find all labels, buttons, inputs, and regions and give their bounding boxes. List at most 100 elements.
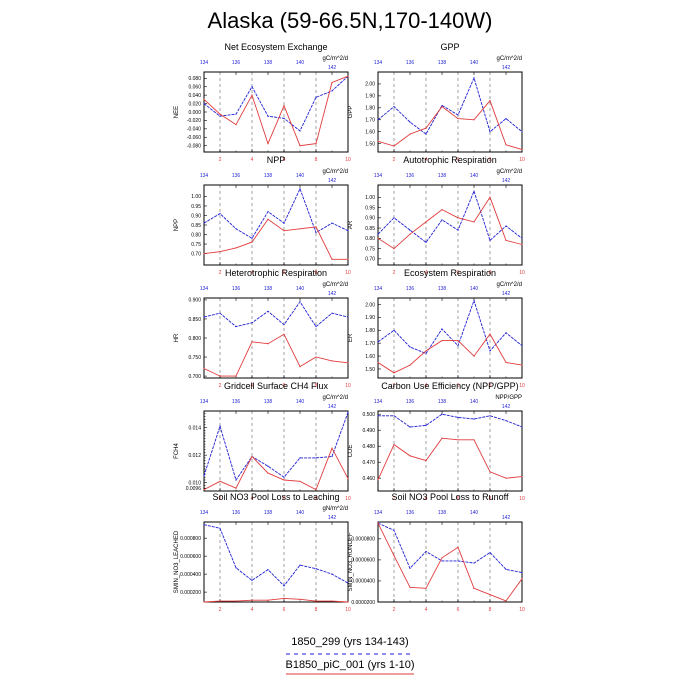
data-point-blue: [393, 415, 395, 417]
chart-panel-4: Heterotrophic Respiration gC/m^2/d 2 4 6 8 10 1…: [174, 268, 351, 389]
series-line-red: [203, 447, 349, 491]
data-point-blue: [267, 465, 269, 467]
data-point-red: [473, 119, 475, 121]
data-point-blue: [393, 106, 395, 108]
x2-tick-label: 142: [328, 515, 337, 521]
data-point-blue: [219, 312, 221, 314]
data-point-blue: [203, 222, 205, 224]
data-point-red: [489, 333, 491, 335]
data-point-red: [299, 480, 301, 482]
y-tick-label: 0.80: [365, 236, 375, 242]
legend-red-line: [286, 673, 414, 675]
panel-title: Autotrophic Respiration: [403, 155, 497, 165]
data-point-blue: [283, 585, 285, 587]
x-tick-label: 10: [345, 496, 351, 502]
data-point-red: [219, 480, 221, 482]
data-point-blue: [219, 115, 221, 117]
units-label: gC/m^2/d: [323, 56, 349, 62]
data-point-red: [267, 472, 269, 474]
data-point-blue: [457, 114, 459, 116]
x-tick-label: 6: [283, 270, 286, 276]
data-point-blue: [505, 332, 507, 334]
data-point-red: [203, 601, 205, 603]
x2-tick-label: 138: [264, 399, 273, 405]
x2-tick-label: 136: [406, 399, 415, 405]
y-axis-label: CUE: [348, 445, 354, 458]
data-point-red: [219, 251, 221, 253]
data-point-red: [409, 586, 411, 588]
series-line-red: [203, 218, 348, 260]
data-point-red: [409, 455, 411, 457]
plot-frame: [377, 521, 523, 603]
y-tick-label: 0.000600: [180, 554, 201, 560]
plot-frame: [203, 297, 349, 379]
data-point-blue: [457, 229, 459, 231]
x2-tick-label: 134: [374, 399, 383, 405]
data-point-blue: [441, 104, 443, 107]
x2-tick-label: 140: [296, 60, 305, 66]
y-tick-label: 0.012: [188, 453, 201, 459]
x-tick-label: 2: [393, 496, 396, 502]
units-label: gC/m^2/d: [323, 395, 349, 401]
y-tick-label: 0.480: [362, 444, 375, 450]
data-point-red: [457, 546, 459, 548]
units-label: gC/m^2/d: [497, 56, 523, 62]
data-point-blue: [203, 316, 205, 318]
y-tick-label: 0.000400: [180, 572, 201, 578]
data-point-red: [251, 94, 253, 96]
data-point-blue: [267, 115, 269, 117]
y-tick-label: 1.60: [365, 130, 375, 136]
data-point-red: [331, 81, 333, 84]
data-point-red: [315, 226, 317, 228]
data-point-blue: [347, 230, 349, 232]
series-line-red: [377, 522, 523, 602]
y-tick-label: 0.080: [188, 76, 201, 82]
units-label: gC/m^2/d: [323, 169, 349, 175]
x2-tick-label: 138: [264, 173, 273, 179]
data-point-blue: [409, 426, 411, 428]
data-point-red: [377, 522, 379, 524]
data-point-red: [441, 339, 443, 342]
y-tick-label: 1.90: [365, 315, 375, 321]
x-tick-label: 10: [345, 607, 351, 613]
data-point-red: [393, 555, 395, 557]
panel-title: Soil NO3 Pool Loss to Leaching: [212, 492, 339, 502]
y-tick-label: 2.00: [365, 82, 375, 88]
x2-tick-label: 134: [374, 510, 383, 516]
data-point-red: [521, 476, 523, 478]
panel-title: Ecosystem Respiration: [404, 268, 496, 278]
x2-tick-label: 142: [328, 404, 337, 410]
x2-tick-label: 134: [200, 173, 209, 179]
y-tick-label: 0.850: [188, 317, 201, 323]
units-label: NPP/GPP: [495, 395, 522, 401]
y-tick-label: 1.00: [365, 195, 375, 201]
x-tick-label: 6: [457, 270, 460, 276]
x2-tick-label: 136: [232, 286, 241, 292]
data-point-red: [473, 439, 475, 441]
series-line-blue: [203, 75, 349, 132]
panel-title: Soil NO3 Pool Loss to Runoff: [392, 492, 509, 502]
data-point-blue: [203, 524, 205, 526]
data-point-red: [473, 587, 475, 589]
data-point-blue: [441, 560, 443, 562]
x-tick-label: 8: [315, 157, 318, 163]
data-point-red: [347, 477, 349, 480]
data-point-blue: [377, 119, 379, 121]
data-point-red: [441, 106, 443, 108]
x-tick-label: 8: [315, 496, 318, 502]
data-point-red: [505, 600, 507, 602]
data-point-red: [235, 247, 237, 249]
data-point-blue: [425, 352, 427, 355]
x2-tick-label: 140: [470, 173, 479, 179]
x2-tick-label: 136: [406, 60, 415, 66]
x2-tick-label: 134: [374, 286, 383, 292]
data-point-blue: [377, 233, 379, 235]
data-point-blue: [315, 568, 317, 570]
data-point-red: [235, 600, 237, 602]
y-axis-label: SMIN_NO3_LEACHED: [174, 530, 180, 593]
y-tick-label: 0.500: [362, 412, 375, 418]
data-point-red: [489, 196, 491, 198]
